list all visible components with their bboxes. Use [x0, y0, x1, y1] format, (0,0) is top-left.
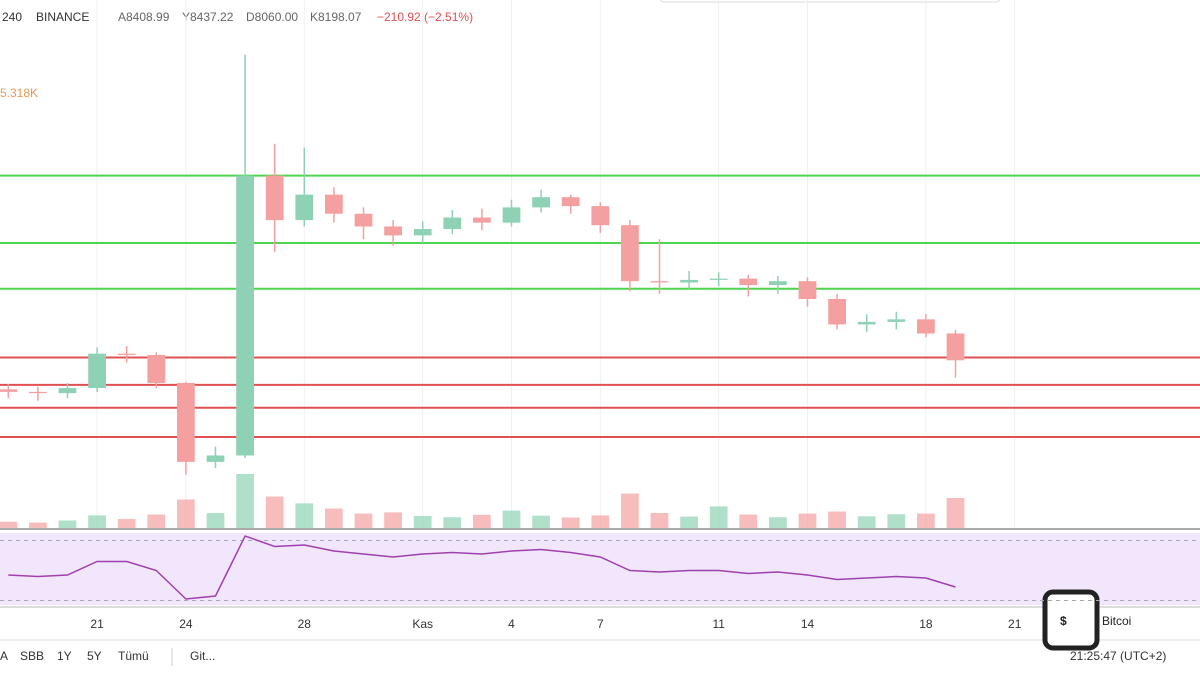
volume-bar — [591, 515, 610, 528]
candle-body — [413, 229, 432, 236]
candle-body — [58, 388, 77, 394]
x-tick-label: 24 — [179, 617, 193, 631]
candle-body — [236, 175, 254, 456]
rsi-pane — [0, 533, 1200, 605]
interval: 240 — [2, 10, 22, 24]
ohlc-label: −210.92 (−2.51%) — [377, 10, 473, 24]
candle-body — [473, 217, 491, 223]
candle-body — [117, 353, 136, 355]
candle-body — [561, 197, 580, 207]
watermark-text: Bitcoi — [1102, 614, 1131, 628]
volume-bar — [413, 516, 432, 528]
top-panel — [659, 0, 1001, 3]
candle-body — [88, 353, 106, 389]
x-tick-label: 21 — [1008, 617, 1022, 631]
volume-bar — [0, 521, 18, 528]
candle-body — [887, 319, 906, 322]
candle-body — [29, 391, 47, 394]
volume-bar — [325, 508, 343, 528]
volume-bar — [177, 499, 195, 528]
toolbar-button[interactable]: Tümü — [118, 649, 149, 663]
candle-body — [443, 217, 462, 230]
volume-bar — [532, 515, 550, 528]
x-tick-label: 28 — [298, 617, 312, 631]
candle-body — [680, 279, 698, 283]
volume-bar — [354, 513, 373, 528]
volume-bar — [384, 512, 402, 528]
volume-bar — [88, 515, 106, 528]
candle-body — [769, 281, 787, 285]
candle-body — [177, 382, 195, 462]
volume-bar — [650, 513, 669, 528]
clock: 21:25:47 (UTC+2) — [1070, 649, 1166, 663]
ohlc-label: Y8437.22 — [182, 10, 234, 24]
volume-bar — [295, 503, 314, 528]
volume-bar — [58, 520, 77, 528]
volume-bar — [502, 510, 521, 528]
volume-bar — [473, 514, 491, 528]
ohlc-label: D8060.00 — [246, 10, 298, 24]
rsi-line — [8, 535, 956, 600]
candle-body — [650, 281, 669, 283]
volume-bar — [946, 498, 965, 528]
volume-bar — [443, 517, 462, 528]
watermark-symbol: $ — [1060, 614, 1067, 628]
candle-body — [206, 455, 225, 462]
candle-body — [739, 278, 758, 285]
volume-bar — [147, 514, 166, 528]
x-tick-label: 4 — [508, 617, 515, 631]
volume-bar — [621, 493, 639, 528]
candle-body — [857, 321, 876, 325]
candle-body — [798, 281, 817, 299]
candle-body — [828, 298, 846, 325]
ohlc-label: A8408.99 — [118, 10, 170, 24]
volume-bar — [206, 513, 225, 528]
x-tick-label: 14 — [801, 617, 815, 631]
watermark: $ Bitcoi — [1042, 589, 1131, 651]
candle-body — [502, 207, 521, 223]
toolbar-button[interactable]: 1Y — [57, 649, 72, 663]
volume-bar — [887, 514, 906, 528]
volume-bar — [236, 474, 254, 528]
volume-bar — [828, 511, 846, 528]
volume-bar — [265, 496, 284, 528]
x-tick-label: 11 — [712, 617, 725, 631]
candle-body — [384, 226, 402, 236]
x-tick-label: Kas — [412, 617, 433, 631]
volume-bar — [917, 513, 935, 528]
toolbar-button[interactable]: Git... — [190, 649, 215, 663]
candle-body — [917, 319, 935, 334]
ohlc-label: K8198.07 — [310, 10, 362, 24]
x-tick-label: 21 — [90, 617, 104, 631]
volume-label: 5.318K — [0, 86, 38, 100]
volume-bar — [29, 522, 47, 528]
candle-body — [621, 225, 639, 282]
volume-bar — [561, 517, 580, 528]
candle-body — [709, 278, 728, 280]
candle-body — [591, 206, 610, 226]
candle-body — [147, 354, 166, 383]
exchange: BINANCE — [36, 10, 89, 24]
x-tick-label: 7 — [597, 617, 604, 631]
toolbar-button[interactable]: 5Y — [87, 649, 102, 663]
volume-bar — [798, 513, 817, 528]
volume-bar — [117, 519, 136, 528]
toolbar-button[interactable]: SBB — [20, 649, 44, 663]
candle-body — [0, 389, 18, 392]
candle-body — [532, 197, 550, 208]
candle-body — [354, 213, 373, 227]
candle-body — [325, 194, 343, 214]
toolbar-button[interactable]: A — [0, 649, 8, 663]
volume-bar — [709, 506, 728, 528]
volume-bar — [739, 514, 758, 528]
volume-bar — [680, 516, 698, 528]
candle-body — [295, 194, 314, 221]
volume-bar — [769, 517, 787, 528]
candle-body — [265, 175, 284, 221]
x-tick-label: 18 — [919, 617, 933, 631]
candle-body — [946, 333, 965, 361]
volume-bar — [857, 516, 876, 528]
watermark-icon — [1042, 589, 1100, 651]
